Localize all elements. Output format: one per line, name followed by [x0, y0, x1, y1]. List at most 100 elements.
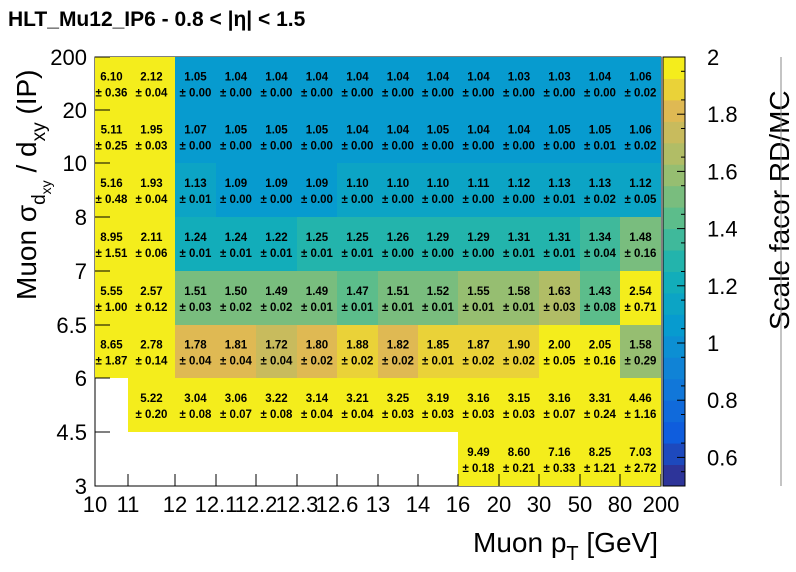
- x-tick-label: 16: [446, 492, 470, 517]
- heatmap-cell: [297, 163, 337, 217]
- cell-value-label: 3.04: [184, 393, 207, 405]
- heatmap-cell: [256, 271, 297, 325]
- cell-value-label: 1.04: [387, 125, 410, 137]
- z-tick-label: 1.2: [707, 274, 738, 299]
- cell-error-label: ± 0.00: [382, 194, 414, 206]
- cell-error-label: ± 0.18: [463, 463, 495, 475]
- heatmap-cell: [128, 217, 175, 271]
- cell-value-label: 8.95: [100, 232, 123, 244]
- cell-error-label: ± 0.01: [261, 248, 293, 260]
- heatmap-cell: [216, 163, 256, 217]
- cell-value-label: 1.11: [468, 178, 490, 190]
- cell-error-label: ± 0.04: [136, 194, 168, 206]
- cell-error-label: ± 0.00: [261, 141, 293, 153]
- heatmap-cell: [458, 163, 499, 217]
- heatmap-cell: [458, 110, 499, 163]
- heatmap-cell: [620, 325, 661, 378]
- cell-error-label: ± 0.33: [544, 463, 576, 475]
- cell-value-label: 5.22: [140, 393, 162, 405]
- cell-error-label: ± 0.02: [463, 356, 495, 368]
- heatmap-cell: [418, 378, 458, 432]
- cell-error-label: ± 0.00: [261, 88, 293, 100]
- cell-value-label: 1.31: [548, 232, 571, 244]
- cell-value-label: 1.51: [387, 286, 410, 298]
- cell-value-label: 2.54: [629, 286, 652, 298]
- z-tick-label: 1.8: [707, 102, 738, 127]
- cell-value-label: 1.05: [306, 125, 329, 137]
- cell-error-label: ± 0.00: [422, 248, 454, 260]
- heatmap-cell: [418, 163, 458, 217]
- heatmap-cell: [337, 110, 378, 163]
- heatmap-cell: [175, 217, 216, 271]
- palette-segment: [663, 443, 685, 466]
- heatmap-cell: [216, 325, 256, 378]
- z-tick-label: 1.4: [707, 217, 738, 242]
- cell-error-label: ± 0.03: [382, 409, 414, 421]
- heatmap-cell: [95, 325, 128, 378]
- heatmap-cell: [95, 271, 128, 325]
- heatmap-cell: [256, 378, 297, 432]
- heatmap-cell: [620, 110, 661, 163]
- heatmap-cell: [458, 378, 499, 432]
- cell-error-label: ± 0.00: [422, 141, 454, 153]
- heatmap-cell: [95, 110, 128, 163]
- cell-error-label: ± 0.00: [301, 194, 333, 206]
- cell-error-label: ± 0.00: [422, 88, 454, 100]
- palette-segment: [663, 228, 685, 251]
- heatmap-cell: [458, 57, 499, 110]
- cell-value-label: 1.87: [467, 340, 489, 352]
- x-axis-title: Muon pT [GeV]: [473, 527, 658, 565]
- palette-segment: [663, 271, 685, 294]
- heatmap-cells: [95, 57, 661, 486]
- cell-value-label: 1.07: [184, 125, 206, 137]
- y-tick-label: 200: [50, 45, 87, 70]
- heatmap-cell: [216, 110, 256, 163]
- cell-error-label: ± 0.02: [342, 356, 374, 368]
- cell-value-label: 1.34: [589, 232, 612, 244]
- cell-value-label: 1.58: [629, 340, 652, 352]
- z-tick-label: 0.8: [707, 388, 738, 413]
- cell-error-label: ± 0.05: [544, 356, 576, 368]
- palette-segment: [663, 78, 685, 101]
- cell-error-label: ± 0.04: [136, 88, 168, 100]
- heatmap-cell: [539, 325, 580, 378]
- cell-error-label: ± 0.00: [503, 141, 535, 153]
- heatmap-cell: [337, 271, 378, 325]
- heatmap-cell: [580, 432, 620, 486]
- heatmap-cell: [256, 217, 297, 271]
- cell-value-label: 9.49: [467, 447, 489, 459]
- cell-value-label: 1.50: [225, 286, 247, 298]
- heatmap-cell: [216, 271, 256, 325]
- y-tick-label: 6.5: [56, 313, 87, 338]
- cell-error-label: ± 1.16: [625, 409, 657, 421]
- cell-value-label: 1.05: [589, 125, 612, 137]
- heatmap-cell: [216, 217, 256, 271]
- heatmap-cell: [378, 325, 418, 378]
- heatmap-cell: [175, 325, 216, 378]
- heatmap-cell: [95, 217, 128, 271]
- heatmap-cell: [539, 57, 580, 110]
- heatmap-cell: [580, 217, 620, 271]
- heatmap-cell: [458, 271, 499, 325]
- cell-value-label: 1.10: [387, 178, 409, 190]
- cell-error-label: ± 0.03: [463, 409, 495, 421]
- heatmap-cell: [499, 163, 539, 217]
- heatmap-cell: [418, 110, 458, 163]
- cell-error-label: ± 0.48: [96, 194, 128, 206]
- cell-value-label: 1.24: [184, 232, 207, 244]
- cell-value-label: 1.55: [467, 286, 490, 298]
- heatmap-cell: [128, 325, 175, 378]
- cell-value-label: 1.05: [548, 125, 571, 137]
- cell-value-label: 1.95: [140, 125, 163, 137]
- cell-error-label: ± 0.00: [463, 248, 495, 260]
- palette-segment: [663, 99, 685, 122]
- cell-error-label: ± 0.02: [220, 302, 252, 314]
- cell-value-label: 1.22: [265, 232, 287, 244]
- cell-value-label: 2.11: [141, 232, 163, 244]
- heatmap-cell: [95, 163, 128, 217]
- cell-value-label: 5.16: [100, 178, 122, 190]
- cell-error-label: ± 0.03: [180, 302, 212, 314]
- cell-value-label: 1.29: [427, 232, 449, 244]
- heatmap-cell: [297, 110, 337, 163]
